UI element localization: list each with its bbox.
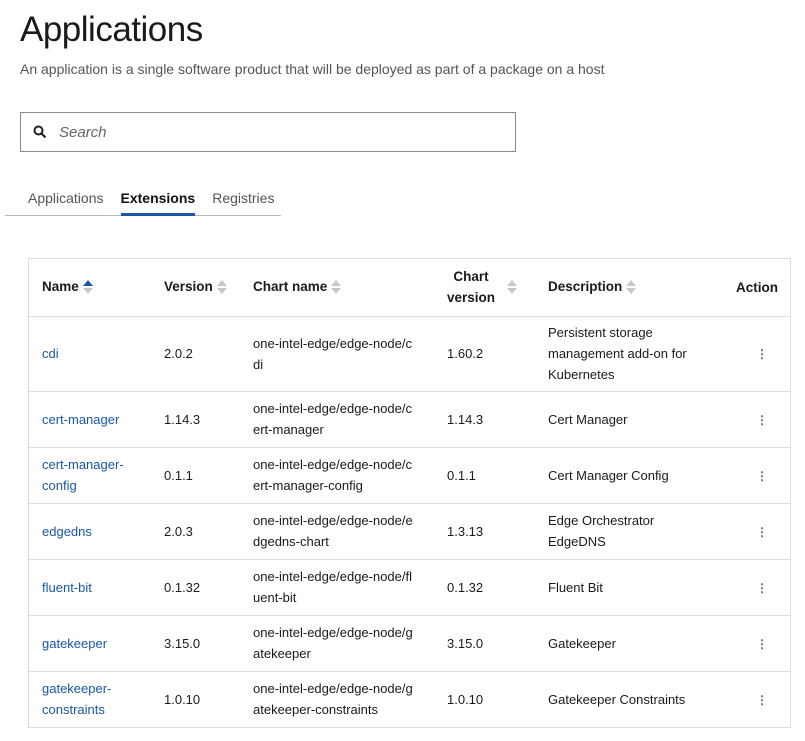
chart-version-cell: 1.3.13 [437, 503, 535, 560]
version-cell: 2.0.3 [151, 503, 240, 560]
chart-version-cell: 1.14.3 [437, 391, 535, 448]
search-field[interactable] [20, 112, 516, 152]
chart-name-cell: one-intel-edge/edge-node/gatekeeper [240, 615, 437, 672]
chart-version-cell: 3.15.0 [437, 615, 535, 672]
column-header-chart-version[interactable]: Chart version [437, 259, 535, 317]
description-cell: Cert Manager Config [535, 447, 723, 504]
kebab-menu-icon[interactable]: ⋮ [756, 468, 768, 483]
table-row: gatekeeper 3.15.0 one-intel-edge/edge-no… [29, 615, 790, 672]
column-header-chart-name[interactable]: Chart name [240, 259, 437, 317]
sort-ascending-icon[interactable] [82, 279, 93, 295]
description-cell: Persistent storage management add-on for… [535, 316, 723, 392]
kebab-menu-icon[interactable]: ⋮ [756, 412, 768, 427]
description-cell: Fluent Bit [535, 559, 723, 616]
extension-name-link[interactable]: edgedns [42, 523, 92, 539]
page-subtitle: An application is a single software prod… [20, 61, 605, 77]
version-cell: 2.0.2 [151, 316, 240, 392]
table-row: cdi 2.0.2 one-intel-edge/edge-node/cdi 1… [29, 316, 790, 392]
sort-icon[interactable] [507, 279, 518, 295]
extensions-table: Name Version Chart name Chart version Des… [28, 258, 791, 728]
description-cell: Gatekeeper [535, 615, 723, 672]
version-cell: 0.1.32 [151, 559, 240, 616]
chart-name-cell: one-intel-edge/edge-node/cdi [240, 316, 437, 392]
chart-name-cell: one-intel-edge/edge-node/cert-manager [240, 391, 437, 448]
chart-version-cell: 1.0.10 [437, 671, 535, 728]
chart-name-cell: one-intel-edge/edge-node/cert-manager-co… [240, 447, 437, 504]
table-row: fluent-bit 0.1.32 one-intel-edge/edge-no… [29, 559, 790, 616]
description-cell: Edge Orchestrator EdgeDNS [535, 503, 723, 560]
column-header-name[interactable]: Name [29, 259, 151, 317]
version-cell: 1.14.3 [151, 391, 240, 448]
kebab-menu-icon[interactable]: ⋮ [756, 347, 768, 361]
extension-name-link[interactable]: cdi [42, 346, 59, 361]
kebab-menu-icon[interactable]: ⋮ [756, 580, 768, 595]
version-cell: 0.1.1 [151, 447, 240, 504]
description-cell: Cert Manager [535, 391, 723, 448]
table-row: cert-manager-config 0.1.1 one-intel-edge… [29, 447, 790, 504]
tab-registries[interactable]: Registries [212, 190, 275, 206]
table-row: cert-manager 1.14.3 one-intel-edge/edge-… [29, 391, 790, 448]
extension-name-link[interactable]: gatekeeper-constraints [42, 681, 112, 717]
search-input[interactable] [57, 122, 477, 142]
search-icon [33, 125, 47, 139]
column-header-action: Action [723, 259, 790, 317]
tab-bar: Applications Extensions Registries [5, 190, 281, 216]
chart-name-cell: one-intel-edge/edge-node/gatekeeper-cons… [240, 671, 437, 728]
extension-name-link[interactable]: fluent-bit [42, 579, 92, 595]
sort-icon[interactable] [626, 279, 637, 295]
chart-version-cell: 1.60.2 [437, 316, 535, 392]
sort-icon[interactable] [216, 279, 227, 295]
extension-name-link[interactable]: gatekeeper [42, 635, 108, 651]
tab-applications[interactable]: Applications [28, 190, 104, 206]
description-cell: Gatekeeper Constraints [535, 671, 723, 728]
chart-name-cell: one-intel-edge/edge-node/fluent-bit [240, 559, 437, 616]
extension-name-link[interactable]: cert-manager-config [42, 457, 124, 493]
kebab-menu-icon[interactable]: ⋮ [756, 692, 768, 707]
chart-version-cell: 0.1.32 [437, 559, 535, 616]
extension-name-link[interactable]: cert-manager [42, 411, 120, 427]
kebab-menu-icon[interactable]: ⋮ [756, 524, 768, 539]
column-header-description[interactable]: Description [535, 259, 723, 317]
table-row: gatekeeper-constraints 1.0.10 one-intel-… [29, 671, 790, 728]
column-header-version[interactable]: Version [151, 259, 240, 317]
version-cell: 1.0.10 [151, 671, 240, 728]
chart-name-cell: one-intel-edge/edge-node/edgedns-chart [240, 503, 437, 560]
kebab-menu-icon[interactable]: ⋮ [756, 636, 768, 651]
tab-extensions[interactable]: Extensions [120, 190, 196, 216]
page-title: Applications [20, 10, 203, 49]
chart-version-cell: 0.1.1 [437, 447, 535, 504]
table-row: edgedns 2.0.3 one-intel-edge/edge-node/e… [29, 503, 790, 560]
version-cell: 3.15.0 [151, 615, 240, 672]
sort-icon[interactable] [331, 279, 342, 295]
